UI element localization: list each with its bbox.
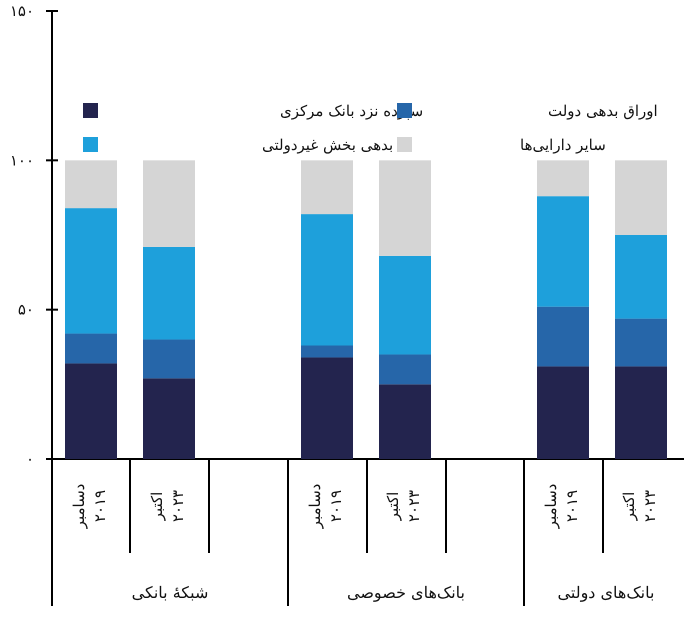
category-label: اکتبر ۲۰۲۳ xyxy=(148,490,187,522)
category-label: اکتبر ۲۰۲۳ xyxy=(620,490,659,522)
category-label: دسامبر ۲۰۱۹ xyxy=(70,484,109,530)
bar-segment xyxy=(65,363,117,459)
category-label-line1: اکتبر xyxy=(620,492,638,522)
bar-segment xyxy=(301,214,353,346)
y-tick-label: ۵۰ xyxy=(18,301,34,319)
category-label-line1: دسامبر xyxy=(306,484,324,530)
legend: سپرده نزد بانک مرکزی اوراق بدهی دولت بدهی … xyxy=(83,102,658,154)
bar-segment xyxy=(379,160,431,256)
category-label-line2: ۲۰۲۳ xyxy=(405,490,423,522)
bar-segment xyxy=(379,354,431,385)
bar-segment xyxy=(537,366,589,459)
category-label-line2: ۲۰۱۹ xyxy=(327,490,345,522)
group-label: شبکهٔ بانکی xyxy=(132,583,209,602)
bars xyxy=(65,160,667,459)
category-label-line1: اکتبر xyxy=(384,492,402,522)
y-tick-label: ۱۵۰ xyxy=(10,2,34,20)
legend-label: سپرده نزد بانک مرکزی xyxy=(280,102,423,120)
bar-segment xyxy=(379,255,431,355)
bar-segment xyxy=(537,306,589,367)
bar-segment xyxy=(301,345,353,358)
legend-swatch xyxy=(83,103,98,118)
category-labels: دسامبر ۲۰۱۹ اکتبر ۲۰۲۳ دسامبر ۲۰۱۹ اکتبر ۲۰۲۳ دس… xyxy=(70,484,659,602)
bar-segment xyxy=(65,160,117,209)
bar-segment xyxy=(143,246,195,340)
bar-segment xyxy=(301,357,353,459)
bar-segment xyxy=(143,339,195,379)
legend-label: بدهی بخش غیردولتی xyxy=(262,136,393,154)
category-label-line1: اکتبر xyxy=(148,492,166,522)
bar-segment xyxy=(143,160,195,247)
bar-segment xyxy=(65,333,117,364)
bar-segment xyxy=(615,318,667,367)
y-tick-label: ۰ xyxy=(26,450,34,468)
bar-segment xyxy=(379,384,431,459)
category-label-line2: ۲۰۱۹ xyxy=(563,490,581,522)
category-label-line1: دسامبر xyxy=(542,484,560,530)
bar-segment xyxy=(65,208,117,334)
category-label: دسامبر ۲۰۱۹ xyxy=(542,484,581,530)
category-label: دسامبر ۲۰۱۹ xyxy=(306,484,345,530)
bar-segment xyxy=(615,235,667,319)
bar-segment xyxy=(143,378,195,459)
legend-swatch xyxy=(83,137,98,152)
category-label-line1: دسامبر xyxy=(70,484,88,530)
group-label: بانک‌های دولتی xyxy=(558,583,655,602)
category-label-line2: ۲۰۱۹ xyxy=(91,490,109,522)
category-label-line2: ۲۰۲۳ xyxy=(641,490,659,522)
category-label: اکتبر ۲۰۲۳ xyxy=(384,490,423,522)
legend-label: سایر دارایی‌ها xyxy=(520,136,606,154)
bar-segment xyxy=(615,366,667,459)
y-tick-label: ۱۰۰ xyxy=(10,151,34,169)
bar-segment xyxy=(615,160,667,235)
bar-segment xyxy=(537,160,589,197)
group-label: بانک‌های خصوصی xyxy=(347,583,465,602)
legend-swatch xyxy=(397,137,412,152)
legend-label: اوراق بدهی دولت xyxy=(548,102,658,120)
bar-segment xyxy=(537,196,589,307)
category-label-line2: ۲۰۲۳ xyxy=(169,490,187,522)
legend-swatch xyxy=(397,103,412,118)
bar-segment xyxy=(301,160,353,215)
